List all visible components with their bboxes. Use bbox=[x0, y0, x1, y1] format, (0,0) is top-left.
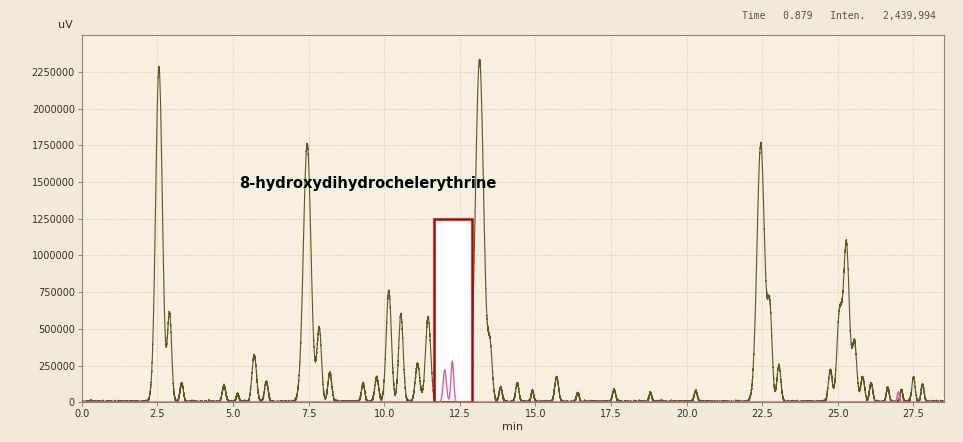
Text: uV: uV bbox=[59, 20, 73, 30]
X-axis label: min: min bbox=[503, 422, 523, 432]
Text: 8-hydroxydihydrochelerythrine: 8-hydroxydihydrochelerythrine bbox=[239, 176, 497, 191]
Bar bbox=[434, 219, 472, 402]
Text: Time   0.879   Inten.   2,439,994: Time 0.879 Inten. 2,439,994 bbox=[742, 11, 935, 21]
